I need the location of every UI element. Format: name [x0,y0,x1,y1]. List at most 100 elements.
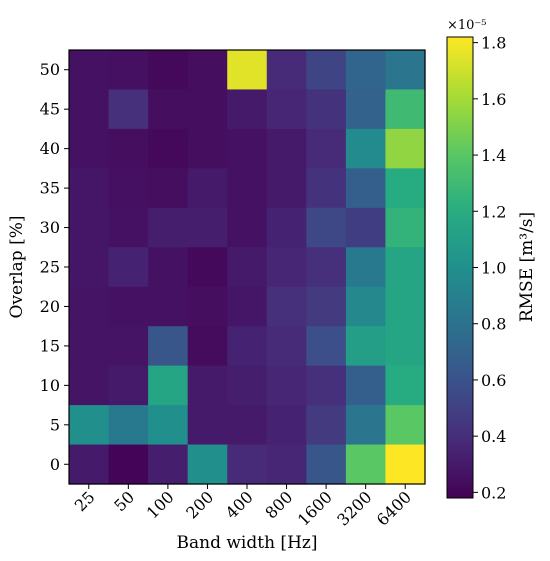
heatmap-cell [306,444,347,485]
x-tick-label: 100 [143,487,178,522]
heatmap-cell [187,168,228,209]
heatmap-cell [108,286,149,327]
heatmap-cell [148,168,189,209]
heatmap-cell [148,444,189,485]
heatmap-cell [69,405,110,446]
heatmap-cell [227,50,268,91]
heatmap-cell [187,405,228,446]
heatmap-cell [266,444,307,485]
heatmap-cell [306,326,347,367]
heatmap-cell [266,247,307,288]
y-axis-label: Overlap [%] [7,215,27,318]
heatmap-cell [187,207,228,248]
colorbar-tick-label: 0.6 [481,371,506,390]
heatmap-cell [69,365,110,406]
heatmap-cell [69,286,110,327]
heatmap-cell [108,89,149,130]
x-tick-label: 25 [71,487,99,515]
colorbar-tick-label: 0.4 [481,427,506,446]
heatmap-cell [306,128,347,169]
colorbar-tick-label: 1.6 [481,90,506,109]
heatmap-cell [385,444,426,485]
heatmap-cell [385,247,426,288]
heatmap-cell [187,444,228,485]
heatmap-cell [108,247,149,288]
heatmap-cell [385,89,426,130]
x-tick-label: 800 [261,487,296,522]
heatmap-cell [108,168,149,209]
heatmap-cell [385,286,426,327]
heatmap-cell [345,207,387,248]
heatmap-cell [108,444,149,485]
heatmap-cell [69,128,110,169]
heatmap-cell [108,365,149,406]
x-tick-label: 1600 [294,487,336,529]
heatmap-cell [345,326,387,367]
heatmap-cell [69,247,110,288]
heatmap-cell [187,286,228,327]
heatmap-cell [227,405,268,446]
heatmap-cell [69,168,110,209]
heatmap-cell [266,168,307,209]
heatmap-cell [266,89,307,130]
heatmap-cell [385,128,426,169]
heatmap-cell [345,128,387,169]
heatmap-cell [345,405,387,446]
heatmap-cell [108,405,149,446]
heatmap-cell [306,405,347,446]
colorbar-tick-label: 1.2 [481,202,506,221]
y-tick-label: 20 [40,297,60,316]
heatmap-cell [108,326,149,367]
colorbar-tick-label: 0.2 [481,483,506,502]
heatmap-cell [345,286,387,327]
y-tick-label: 5 [50,415,60,434]
heatmap-cell [306,168,347,209]
heatmap-cell [148,128,189,169]
heatmap-cell [385,50,426,91]
heatmap-cell [266,286,307,327]
colorbar [446,36,474,499]
heatmap-cell [148,89,189,130]
heatmap-cell [148,286,189,327]
heatmap-cell [227,168,268,209]
heatmap-cell [385,207,426,248]
heatmap-cell [345,89,387,130]
heatmap-cell [69,444,110,485]
heatmap-cell [266,128,307,169]
heatmap-cell [148,50,189,91]
colorbar-label: RMSE [m³/s] [517,212,537,322]
y-tick-label: 40 [40,139,60,158]
heatmap-cell [187,50,228,91]
heatmap-cell [385,365,426,406]
heatmap-cell [187,247,228,288]
heatmap-cells [69,50,426,485]
heatmap-cell [345,168,387,209]
heatmap-cell [227,89,268,130]
heatmap-cell [187,365,228,406]
heatmap-cell [385,405,426,446]
heatmap-cell [306,50,347,91]
heatmap-cell [227,128,268,169]
colorbar-tick-label: 1.4 [481,146,506,165]
x-tick-label: 50 [110,487,138,515]
heatmap-cell [345,365,387,406]
heatmap-cell [306,207,347,248]
heatmap-cell [266,405,307,446]
heatmap-cell [227,326,268,367]
heatmap-cell [69,326,110,367]
heatmap-cell [266,207,307,248]
heatmap-cell [227,247,268,288]
y-tick-label: 35 [40,179,60,198]
heatmap-cell [345,444,387,485]
heatmap-cell [385,168,426,209]
y-tick-label: 0 [50,455,60,474]
heatmap-cell [266,365,307,406]
colorbar-exponent-label: ×10⁻⁵ [447,18,487,33]
x-tick-label: 3200 [333,487,375,529]
heatmap-cell [187,128,228,169]
heatmap-cell [108,128,149,169]
